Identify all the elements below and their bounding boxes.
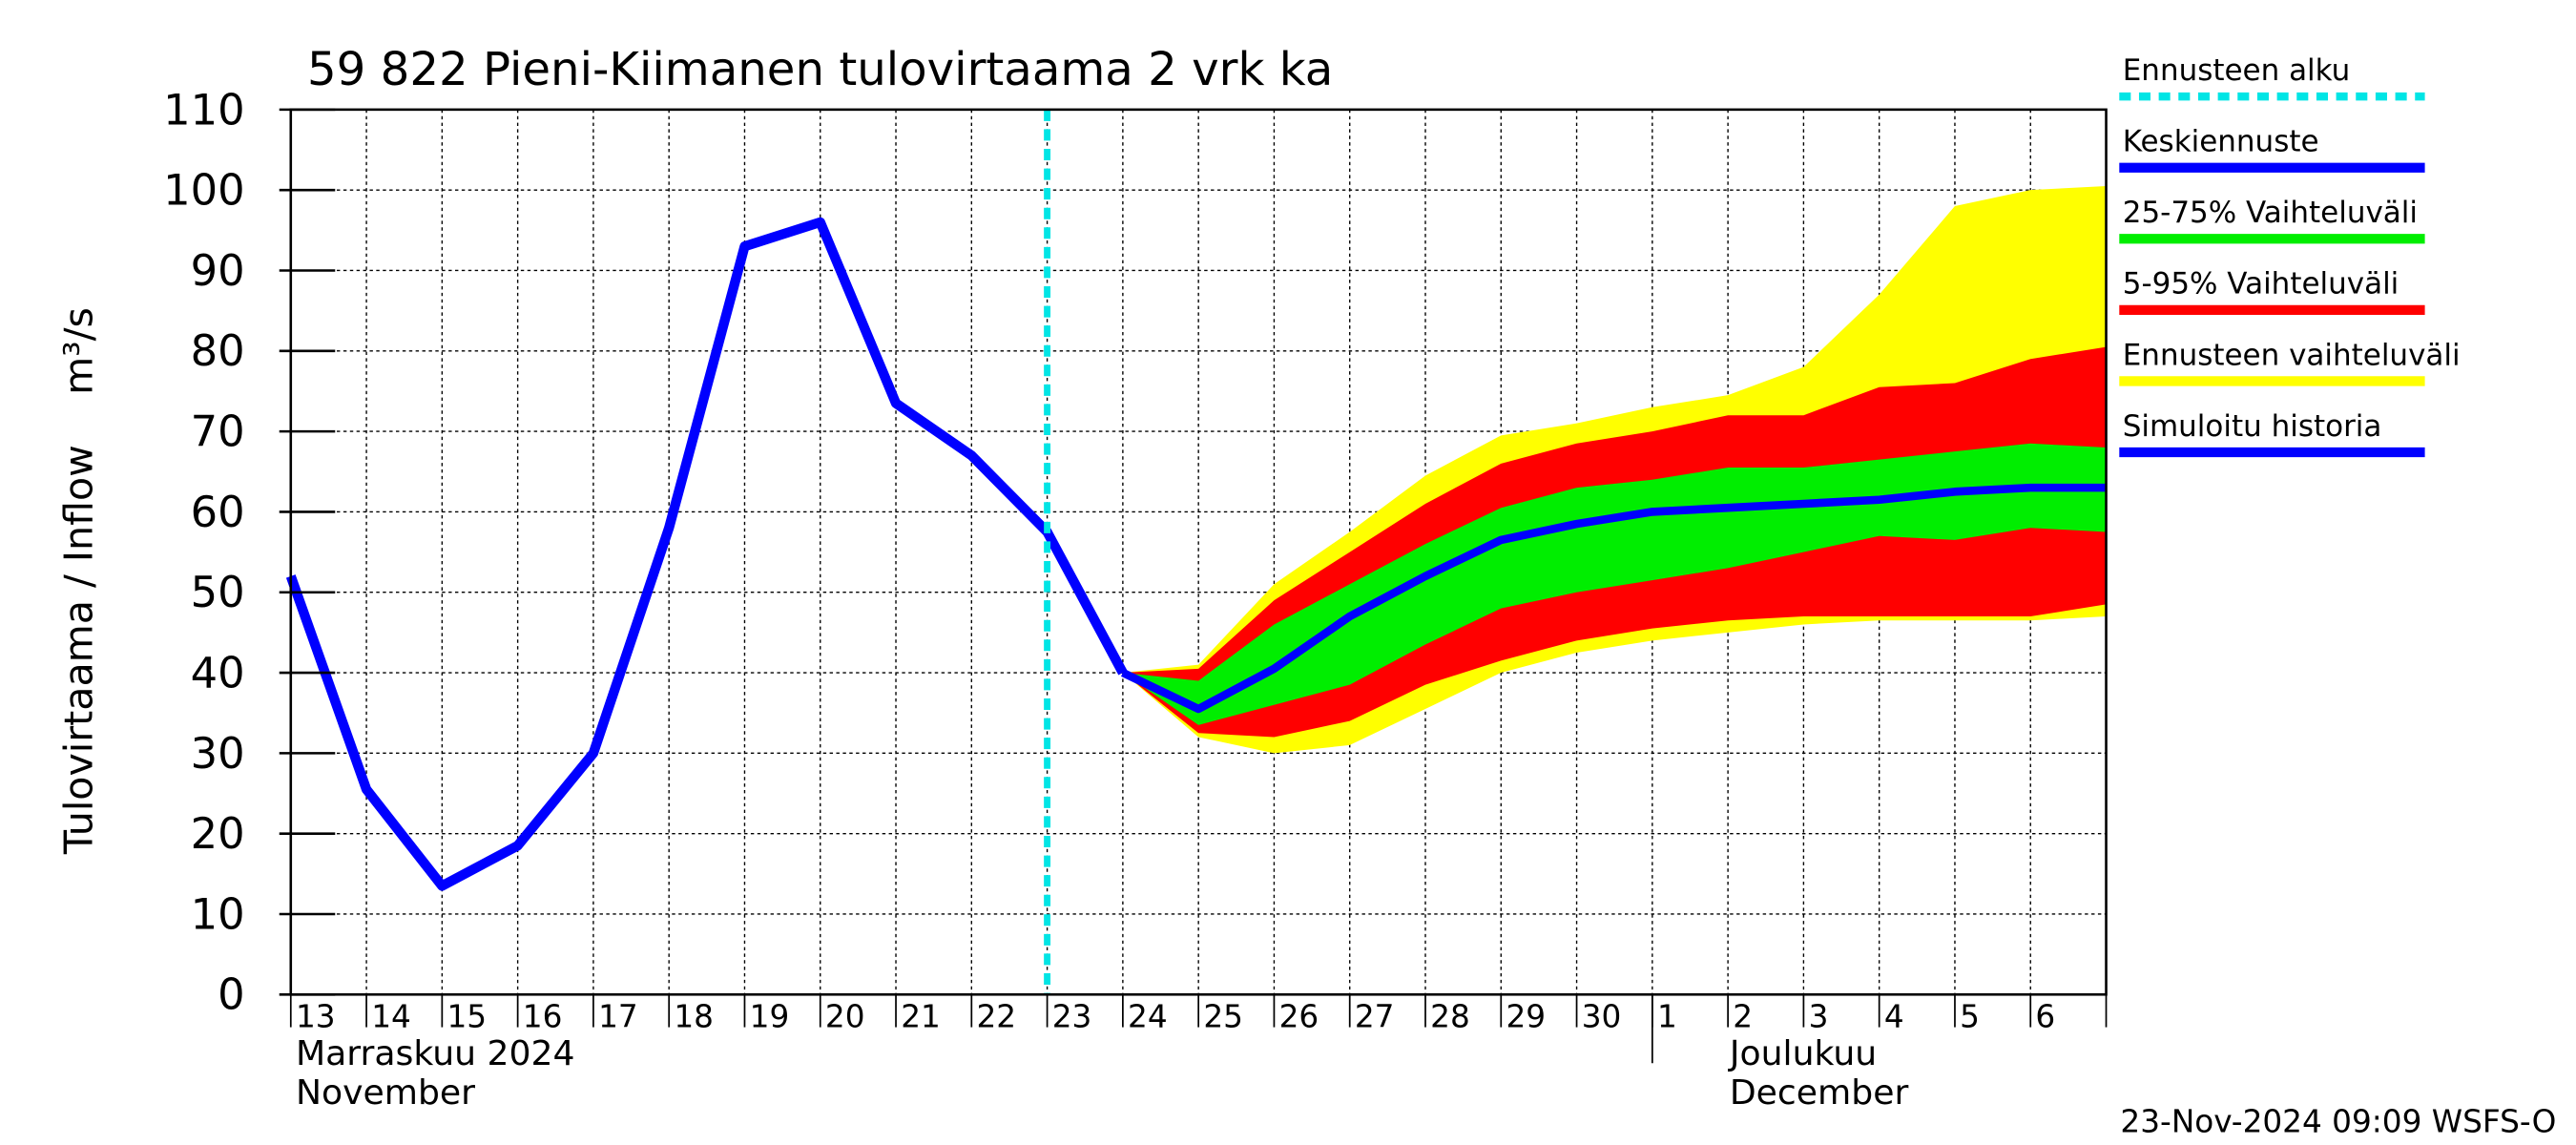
x-tick-label: 22 (976, 999, 1016, 1035)
x-tick-label: 29 (1506, 999, 1546, 1035)
legend-label: 25-75% Vaihteluväli (2123, 196, 2418, 230)
legend-label: Keskiennuste (2123, 125, 2319, 159)
x-tick-label: 19 (750, 999, 790, 1035)
y-axis-label: Tulovirtaama / Inflow m³/s (55, 307, 101, 855)
month-label: Marraskuu 2024 (296, 1033, 575, 1073)
month-label: Joulukuu (1728, 1033, 1877, 1073)
x-tick-label: 13 (296, 999, 336, 1035)
x-tick-label: 1 (1657, 999, 1677, 1035)
footer: 23-Nov-2024 09:09 WSFS-O (2120, 1103, 2556, 1139)
y-tick-label: 70 (191, 407, 245, 457)
x-tick-label: 24 (1128, 999, 1168, 1035)
month-label-en: December (1730, 1072, 1909, 1113)
x-tick-label: 2 (1733, 999, 1753, 1035)
legend-label: 5-95% Vaihteluväli (2123, 267, 2399, 302)
y-tick-label: 40 (191, 649, 245, 698)
month-label-en: November (296, 1072, 475, 1113)
chart-title: 59 822 Pieni-Kiimanen tulovirtaama 2 vrk… (307, 43, 1333, 96)
y-tick-label: 80 (191, 326, 245, 376)
x-tick-label: 20 (825, 999, 865, 1035)
legend-label: Ennusteen vaihteluväli (2123, 338, 2461, 372)
x-tick-label: 3 (1809, 999, 1829, 1035)
x-tick-label: 5 (1960, 999, 1980, 1035)
y-tick-label: 90 (191, 246, 245, 296)
x-tick-label: 14 (371, 999, 411, 1035)
line-series (1121, 483, 2107, 714)
x-tick-label: 4 (1884, 999, 1904, 1035)
x-tick-label: 23 (1052, 999, 1092, 1035)
x-tick-label: 27 (1355, 999, 1395, 1035)
legend-label: Simuloitu historia (2123, 409, 2382, 444)
y-tick-label: 10 (191, 889, 245, 939)
x-tick-label: 16 (523, 999, 563, 1035)
band-area (1122, 443, 2107, 725)
x-tick-label: 15 (447, 999, 488, 1035)
legend-label: Ennusteen alku (2123, 53, 2351, 88)
x-tick-label: 18 (674, 999, 714, 1035)
y-tick-label: 0 (218, 970, 244, 1020)
y-tick-label: 20 (191, 809, 245, 859)
y-tick-label: 50 (191, 568, 245, 617)
y-tick-label: 100 (163, 166, 244, 216)
y-tick-label: 110 (163, 85, 244, 135)
line-series (285, 217, 1128, 891)
x-tick-label: 25 (1203, 999, 1243, 1035)
x-tick-label: 6 (2035, 999, 2055, 1035)
x-tick-label: 30 (1582, 999, 1622, 1035)
y-tick-label: 30 (191, 729, 245, 779)
x-tick-label: 26 (1279, 999, 1319, 1035)
x-tick-label: 17 (598, 999, 638, 1035)
x-tick-label: 21 (901, 999, 941, 1035)
y-tick-label: 60 (191, 488, 245, 537)
x-tick-label: 28 (1430, 999, 1470, 1035)
